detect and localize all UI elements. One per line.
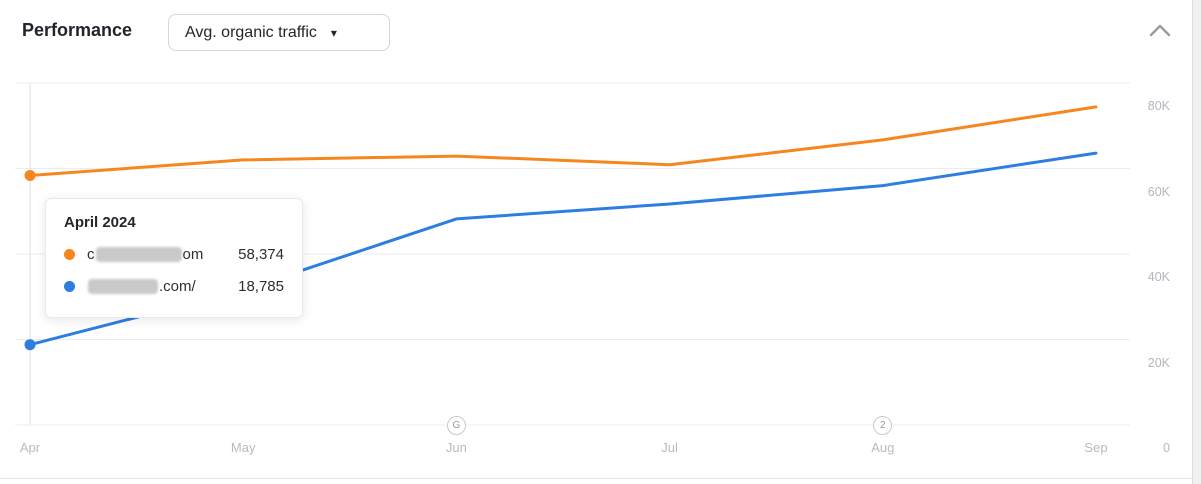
chevron-up-icon bbox=[1149, 24, 1171, 37]
x-axis-month-label: May bbox=[230, 440, 256, 455]
y-axis-tick-label: 80K bbox=[1147, 99, 1170, 113]
y-axis-tick-label: 60K bbox=[1147, 184, 1170, 199]
blurred-domain-box bbox=[95, 246, 182, 262]
tooltip-row-orange: c om 58,374 bbox=[64, 242, 284, 266]
metric-dropdown[interactable]: Avg. organic traffic ▾ bbox=[168, 14, 390, 51]
x-axis-month-label: Sep bbox=[1084, 440, 1108, 455]
y-axis-tick-label: 0 bbox=[1163, 441, 1170, 455]
tooltip-domain-masked: .com/ bbox=[87, 278, 196, 295]
y-axis-tick-label: 40K bbox=[1147, 270, 1170, 284]
chart-tooltip: April 2024 c om 58,374 .com/ 18,785 bbox=[45, 198, 303, 318]
timeline-annotation-marker-G[interactable]: G bbox=[446, 415, 466, 435]
scrollbar-track[interactable] bbox=[1192, 0, 1201, 484]
chevron-down-icon: ▾ bbox=[330, 25, 337, 40]
blue-series-dot-icon bbox=[64, 280, 75, 292]
x-axis-month-label: Jul bbox=[661, 440, 678, 455]
x-axis-month-label: Jun bbox=[445, 440, 467, 455]
x-axis-month-label: Aug bbox=[871, 440, 895, 455]
collapse-button[interactable] bbox=[1144, 16, 1176, 44]
tooltip-row-blue: .com/ 18,785 bbox=[64, 274, 284, 298]
x-axis-month-label: Apr bbox=[19, 440, 41, 455]
y-axis-tick-label: 20K bbox=[1147, 355, 1170, 370]
orange-series-dot-icon bbox=[64, 248, 75, 260]
series-hover-dot-1 bbox=[24, 339, 36, 351]
tooltip-domain-masked: c om bbox=[87, 245, 204, 263]
tooltip-value: 58,374 bbox=[238, 245, 284, 263]
series-line-0 bbox=[28, 105, 1098, 177]
metric-dropdown-label: Avg. organic traffic bbox=[185, 23, 317, 41]
blurred-domain-box bbox=[88, 278, 158, 294]
panel-bottom-border bbox=[0, 478, 1192, 479]
tooltip-date: April 2024 bbox=[64, 214, 136, 231]
page-title: Performance bbox=[22, 20, 133, 40]
series-hover-dot-0 bbox=[24, 169, 36, 181]
timeline-annotation-marker-2[interactable]: 2 bbox=[873, 415, 893, 435]
tooltip-value: 18,785 bbox=[238, 277, 284, 295]
